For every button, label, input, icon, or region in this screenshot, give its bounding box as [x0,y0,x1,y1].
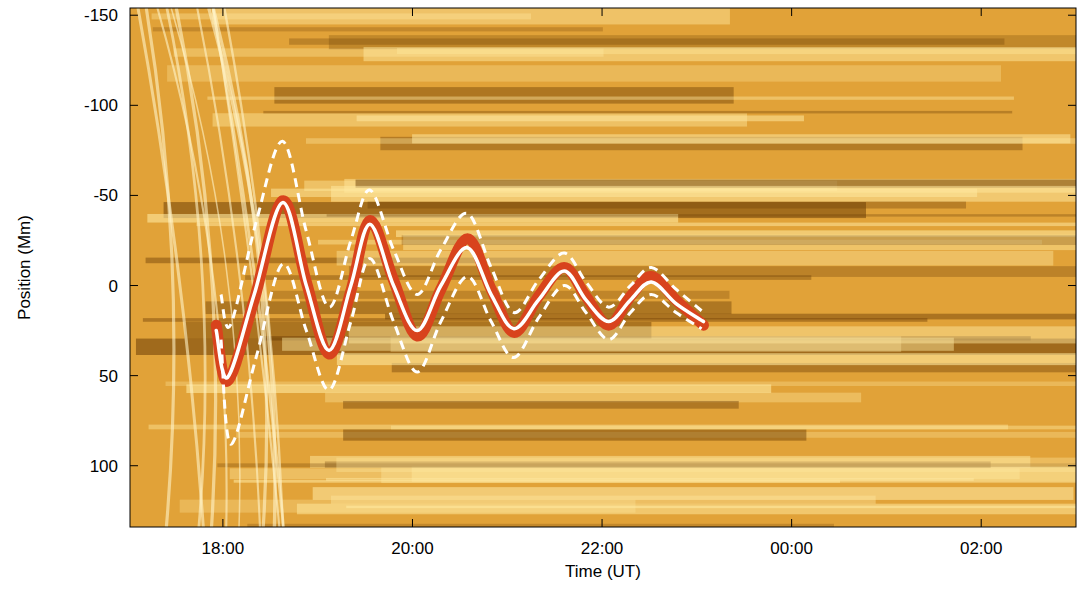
y-tick [130,375,138,376]
y-axis-title: Position (Mm) [15,215,34,320]
series-line [216,201,703,382]
texture-band [206,301,732,314]
series-line [221,258,702,444]
texture-band [337,251,1054,266]
y-tick-label: 100 [90,457,118,476]
texture-band [274,87,733,103]
y-tick [1068,465,1076,466]
texture-band [397,48,1076,54]
y-tick [130,285,138,286]
x-tick [602,8,603,16]
texture-band [297,504,1076,515]
texture-band [263,111,1012,114]
x-tick-label: 02:00 [960,539,1003,558]
y-tick [130,465,138,466]
series-line [216,203,703,378]
texture-loop [213,8,284,527]
x-tick [412,8,413,16]
y-tick [1068,285,1076,286]
x-tick-label: 00:00 [770,539,813,558]
texture-loop [197,8,260,527]
texture-band [337,353,1076,365]
x-tick [791,519,792,527]
y-tick [130,195,138,196]
texture-band [402,235,1076,245]
texture-loop [157,8,226,527]
x-tick-label: 22:00 [581,539,624,558]
texture-band [343,429,806,440]
texture-band [196,223,1076,226]
y-tick-label: -150 [84,6,118,25]
y-tick-label: -50 [93,186,118,205]
x-tick [981,8,982,16]
y-tick [130,105,138,106]
texture-band [349,326,1076,343]
y-tick [130,15,138,16]
y-tick [1068,15,1076,16]
y-tick [1068,375,1076,376]
x-tick [222,8,223,16]
x-tick [412,519,413,527]
texture-band [306,138,1076,144]
background [130,8,1076,527]
texture-band [327,214,1076,216]
texture-band [357,115,804,121]
x-tick-label: 20:00 [391,539,434,558]
texture-band [166,382,1076,386]
y-tick-label: -100 [84,96,118,115]
texture-band [152,13,531,19]
plot-area [216,141,703,444]
x-tick [981,519,982,527]
texture-band [167,65,1001,81]
y-tick [1068,105,1076,106]
y-tick [1068,195,1076,196]
chart: 18:00 20:00 22:00 00:00 02:00 -150 -100 -50 0 50 1… [0,0,1084,596]
y-tick-label: 50 [99,367,118,386]
texture-band [336,458,1076,472]
texture-band [207,97,1014,100]
texture-band [326,478,974,481]
frame [130,8,1076,527]
x-tick [222,519,223,527]
x-axis-title: Time (UT) [565,562,641,581]
texture-loop [176,8,215,527]
x-tick [602,519,603,527]
texture-band [331,186,1076,202]
y-tick-label: 0 [109,277,118,296]
texture-band [349,266,1076,277]
x-tick-label: 18:00 [202,539,245,558]
x-tick [791,8,792,16]
texture-loop [138,8,203,527]
texture-band [325,393,861,403]
texture-band [343,401,739,409]
